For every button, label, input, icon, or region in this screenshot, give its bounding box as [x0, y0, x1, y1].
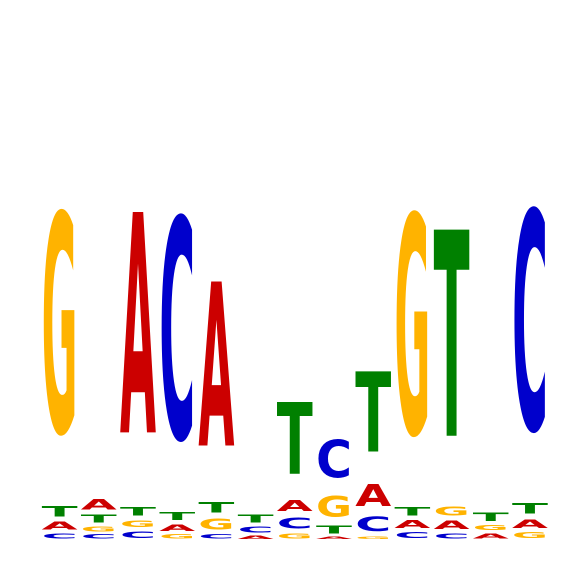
logo-letter-T: T [434, 173, 470, 502]
logo-letter-T: T [238, 513, 274, 525]
logo-letter-T: T [120, 505, 156, 518]
logo-letter-T: T [473, 511, 509, 524]
logo-letter-C: C [316, 429, 352, 490]
logo-letter-G: G [42, 153, 78, 503]
logo-letter-C: C [277, 514, 313, 532]
logo-letter-G: G [512, 531, 548, 540]
logo-letter-C: C [81, 533, 117, 540]
logo-letter-A: A [394, 519, 430, 531]
logo-letter-G: G [355, 536, 391, 540]
logo-letter-C: C [120, 529, 156, 540]
logo-letter-C: C [238, 525, 274, 534]
logo-letter-T: T [198, 500, 235, 516]
logo-letter-A: A [316, 536, 353, 540]
logo-letter-T: T [316, 524, 352, 536]
logo-letter-A: A [81, 497, 118, 513]
logo-letter-G: G [394, 154, 430, 504]
logo-letter-G: G [198, 516, 234, 533]
logo-letter-G: G [434, 504, 470, 519]
logo-column-12: AGT [473, 511, 509, 540]
logo-letter-C: C [434, 532, 470, 540]
logo-letter-A: A [355, 479, 392, 513]
logo-letter-T: T [81, 513, 117, 525]
logo-letter-A: A [42, 520, 78, 532]
logo-letter-T: T [512, 501, 549, 517]
logo-letter-G: G [159, 533, 195, 540]
logo-letter-A: A [277, 497, 313, 514]
logo-letter-A: A [159, 522, 195, 533]
logo-letter-C: C [394, 531, 430, 540]
logo-letter-T: T [42, 504, 79, 520]
logo-letter-A: A [473, 532, 509, 540]
logo-letter-T: T [277, 382, 313, 497]
logo-letter-C: C [159, 159, 195, 511]
logo-letter-G: G [81, 525, 117, 533]
logo-column-6: ACT [238, 513, 275, 540]
logo-letter-A: A [120, 153, 156, 505]
logo-letter-T: T [355, 351, 391, 478]
logo-letter-A: A [512, 517, 549, 530]
logo-letter-G: G [277, 532, 313, 540]
logo-letter-G: G [473, 524, 509, 532]
logo-letter-C: C [355, 513, 391, 536]
logo-letter-C: C [198, 533, 234, 540]
logo-letter-A: A [198, 238, 234, 500]
logo-letter-C: C [512, 150, 548, 500]
logo-letter-A: A [238, 535, 275, 540]
logo-letter-C: C [42, 532, 78, 540]
logo-letter-T: T [159, 510, 195, 522]
logo-letter-A: A [434, 519, 471, 532]
logo-letter-G: G [316, 490, 352, 523]
logo-letter-G: G [120, 519, 156, 529]
logo-letter-T: T [394, 505, 430, 518]
